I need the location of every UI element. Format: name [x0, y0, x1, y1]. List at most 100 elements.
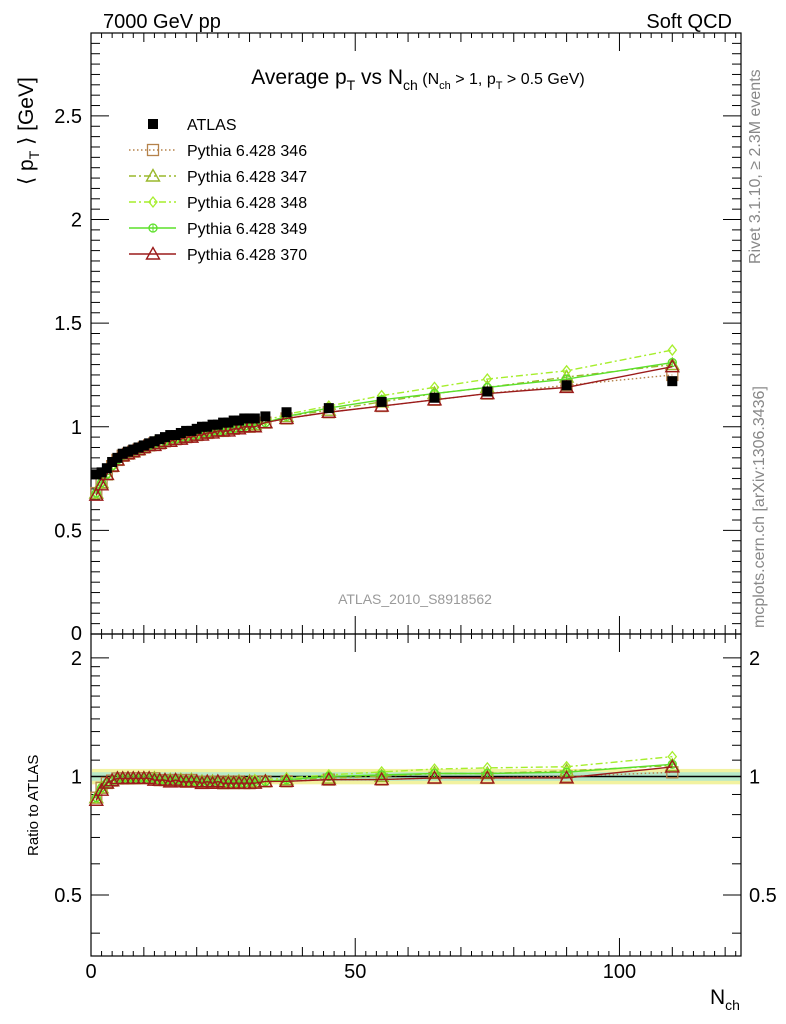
- ratio-y-tick-label-right: 1: [749, 766, 760, 788]
- data-point: [194, 427, 210, 441]
- y-tick-label: 2.5: [54, 106, 82, 128]
- y-tick-label: 0.5: [54, 520, 82, 542]
- data-point: [159, 432, 170, 443]
- data-point: [96, 467, 107, 478]
- data-point: [170, 430, 181, 441]
- data-point: [561, 380, 572, 391]
- ratio-series-group: [88, 750, 681, 806]
- data-point: [88, 487, 104, 501]
- ratio-point: [194, 775, 210, 790]
- legend-marker: [148, 119, 158, 129]
- data-point: [122, 446, 133, 457]
- ratio-y-tick-label-right: 2: [749, 648, 760, 670]
- data-point: [204, 425, 221, 439]
- ratio-point: [93, 782, 110, 796]
- series-pythia-6-428-349: [91, 357, 677, 498]
- data-point: [165, 430, 176, 441]
- data-point: [212, 419, 223, 430]
- data-point: [93, 476, 110, 491]
- y-tick-label: 1.5: [54, 313, 82, 335]
- ratio-point: [664, 758, 681, 773]
- ratio-point: [257, 773, 274, 788]
- data-point: [117, 448, 128, 459]
- data-point: [133, 442, 144, 453]
- data-point: [249, 413, 260, 424]
- ratio-axis-ticks: 0.5 0.5 1 1 2 2 0 50 100: [54, 634, 777, 983]
- legend-entry: Pythia 6.428 370: [129, 246, 307, 264]
- data-point: [101, 463, 112, 474]
- data-point: [228, 415, 239, 426]
- data-point: [220, 422, 237, 437]
- data-point: [244, 413, 255, 424]
- y-axis-label: ⟨ pT ⟩ [GeV]: [15, 77, 42, 185]
- legend-entry: Pythia 6.428 347: [129, 168, 307, 186]
- data-point: [667, 344, 678, 357]
- legend-label: Pythia 6.428 347: [187, 169, 307, 186]
- x-tick-label: 100: [603, 961, 636, 983]
- data-point: [233, 415, 244, 426]
- data-point: [154, 434, 165, 445]
- data-point: [138, 440, 149, 451]
- data-point: [429, 392, 440, 403]
- data-point: [128, 444, 139, 455]
- ratio-point: [321, 771, 337, 786]
- data-point: [247, 418, 263, 433]
- ratio-y-tick-label: 0.5: [54, 885, 82, 907]
- y-tick-label-zero: 0: [71, 623, 82, 645]
- data-point: [667, 376, 678, 387]
- data-point: [260, 411, 271, 422]
- ratio-point: [162, 773, 178, 788]
- data-point: [223, 417, 234, 428]
- data-point: [281, 407, 292, 418]
- ratio-y-tick-label-right: 0.5: [749, 885, 777, 907]
- data-point: [183, 429, 200, 443]
- ratio-series-pythia-6-428-370: [88, 758, 681, 806]
- legend-label: Pythia 6.428 349: [187, 221, 307, 238]
- ratio-point: [479, 769, 496, 784]
- data-point: [323, 403, 334, 414]
- data-point: [149, 436, 160, 447]
- legend-marker: [145, 168, 161, 182]
- data-point: [207, 419, 218, 430]
- data-point: [191, 423, 202, 434]
- ratio-y-tick-label: 2: [71, 648, 82, 670]
- ratio-point: [247, 775, 263, 789]
- data-point: [257, 414, 274, 429]
- series-atlas: [91, 376, 678, 480]
- x-tick-label: 50: [344, 961, 366, 983]
- main-axis-ticks: 0.5 1 1.5 2 2.5 0: [54, 32, 741, 645]
- y-tick-label: 1: [71, 417, 82, 439]
- data-point: [482, 386, 493, 397]
- main-series-group: [88, 344, 681, 501]
- data-point: [175, 427, 186, 438]
- ratio-point: [278, 773, 295, 788]
- ratio-point: [104, 772, 120, 787]
- header-right-label: Soft QCD: [646, 11, 732, 33]
- header-left-label: 7000 GeV pp: [103, 11, 221, 33]
- ratio-point: [88, 792, 104, 806]
- legend-entry: Pythia 6.428 348: [129, 195, 307, 212]
- ratio-point: [426, 770, 443, 784]
- data-point: [107, 456, 118, 467]
- data-point: [181, 425, 192, 436]
- series-line: [95, 349, 673, 494]
- legend-entry: Pythia 6.428 349: [129, 221, 307, 238]
- legend-marker: [148, 195, 158, 209]
- legend-label: Pythia 6.428 346: [187, 143, 307, 160]
- ratio-y-axis-label: Ratio to ATLAS: [25, 755, 42, 856]
- legend-marker: [145, 246, 161, 260]
- data-point: [376, 396, 387, 407]
- legend-entry: Pythia 6.428 346: [129, 143, 307, 160]
- ratio-point: [99, 775, 115, 789]
- data-point: [278, 410, 295, 425]
- y-tick-label: 2: [71, 210, 82, 232]
- legend: ATLAS Pythia 6.428 346 Pythia 6.428 347 Pyt…: [129, 117, 307, 264]
- data-point: [144, 438, 155, 449]
- legend-label: Pythia 6.428 348: [187, 195, 307, 212]
- x-axis-label: Nch: [710, 986, 740, 1013]
- data-point: [91, 469, 102, 480]
- data-point: [202, 421, 213, 432]
- data-point: [231, 420, 247, 435]
- chart-title: Average pT vs Nch (Nch > 1, pT > 0.5 GeV…: [251, 66, 584, 93]
